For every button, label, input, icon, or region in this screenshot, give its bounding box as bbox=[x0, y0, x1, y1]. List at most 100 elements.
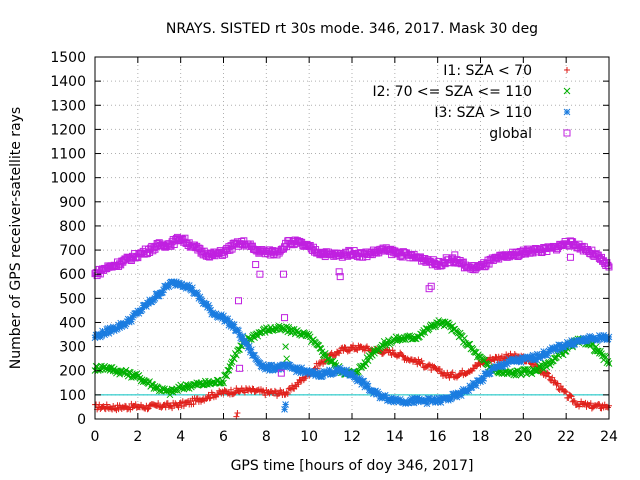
star-mark bbox=[239, 332, 247, 340]
data-point bbox=[540, 365, 548, 373]
data-point bbox=[410, 399, 418, 407]
star-mark bbox=[247, 346, 255, 354]
outlier-point bbox=[336, 273, 344, 281]
data-point bbox=[326, 366, 333, 374]
data-point bbox=[597, 333, 604, 341]
plus-mark bbox=[564, 67, 570, 73]
data-point bbox=[206, 304, 213, 312]
y-tick-label: 1500 bbox=[50, 50, 86, 66]
data-point bbox=[227, 360, 235, 367]
square-mark bbox=[277, 369, 285, 377]
data-point bbox=[336, 350, 343, 357]
data-points bbox=[91, 233, 613, 420]
y-tick-label: 400 bbox=[59, 315, 86, 331]
star-mark bbox=[107, 328, 115, 336]
star-mark bbox=[374, 388, 382, 396]
star-mark bbox=[270, 365, 278, 373]
data-point bbox=[543, 369, 550, 376]
star-mark bbox=[116, 324, 123, 331]
data-point bbox=[419, 360, 426, 367]
data-point bbox=[335, 366, 343, 374]
cross-mark bbox=[104, 366, 112, 374]
outlier-point bbox=[427, 282, 435, 290]
data-point bbox=[415, 356, 422, 363]
data-point bbox=[196, 293, 204, 301]
star-mark bbox=[451, 393, 459, 400]
cross-mark bbox=[536, 362, 543, 370]
star-mark bbox=[495, 361, 503, 369]
y-tick-label: 900 bbox=[59, 195, 86, 211]
outlier-point bbox=[425, 285, 433, 293]
star-mark bbox=[486, 370, 494, 377]
data-point bbox=[106, 324, 114, 332]
cross-mark bbox=[359, 362, 367, 370]
plus-mark bbox=[96, 401, 103, 408]
data-point bbox=[194, 290, 202, 298]
cross-mark bbox=[364, 357, 372, 364]
plus-mark bbox=[206, 395, 213, 402]
data-point bbox=[227, 386, 234, 393]
data-point bbox=[110, 327, 118, 334]
data-point bbox=[450, 390, 458, 398]
data-point bbox=[181, 234, 189, 242]
data-point bbox=[350, 342, 357, 349]
data-point bbox=[165, 387, 173, 395]
data-point bbox=[423, 400, 431, 408]
legend-marker-2 bbox=[563, 87, 571, 95]
star-mark bbox=[118, 323, 126, 331]
star-mark bbox=[236, 331, 243, 339]
data-point bbox=[207, 394, 214, 401]
star-mark bbox=[151, 295, 159, 302]
y-tick-label: 1000 bbox=[50, 171, 86, 187]
cross-mark bbox=[521, 365, 528, 373]
data-point bbox=[155, 400, 162, 407]
data-point bbox=[243, 339, 251, 347]
data-point bbox=[418, 331, 425, 338]
data-point bbox=[353, 346, 360, 353]
star-mark bbox=[227, 323, 235, 330]
plus-mark bbox=[283, 389, 290, 396]
square-mark bbox=[604, 261, 612, 269]
data-point bbox=[116, 324, 123, 331]
data-point bbox=[339, 366, 346, 374]
data-point bbox=[359, 362, 367, 370]
data-point bbox=[173, 278, 180, 286]
data-point bbox=[477, 378, 484, 386]
star-mark bbox=[448, 394, 455, 402]
cross-mark bbox=[432, 323, 439, 331]
data-point bbox=[436, 395, 444, 403]
plus-mark bbox=[389, 347, 396, 354]
data-point bbox=[145, 299, 152, 307]
star-mark bbox=[300, 367, 308, 375]
legend-label-2: I2: 70 <= SZA <= 110 bbox=[372, 84, 532, 100]
star-mark bbox=[129, 313, 136, 321]
y-tick-label: 800 bbox=[59, 219, 86, 235]
star-mark bbox=[540, 348, 548, 355]
data-point bbox=[145, 405, 152, 412]
data-point bbox=[162, 404, 169, 411]
data-point bbox=[138, 306, 146, 313]
star-mark bbox=[245, 342, 253, 350]
star-mark bbox=[563, 108, 571, 116]
cross-mark bbox=[122, 366, 130, 374]
data-point bbox=[295, 381, 302, 388]
cross-mark bbox=[461, 335, 468, 342]
data-point bbox=[454, 329, 462, 337]
data-point bbox=[348, 368, 356, 376]
data-point bbox=[261, 365, 269, 373]
data-point bbox=[456, 329, 464, 337]
data-point bbox=[486, 370, 494, 377]
star-mark bbox=[182, 285, 190, 292]
star-mark bbox=[306, 370, 314, 378]
star-mark bbox=[272, 366, 280, 374]
star-mark bbox=[122, 320, 130, 328]
data-point bbox=[283, 323, 291, 331]
plus-mark bbox=[553, 381, 560, 388]
star-mark bbox=[325, 368, 332, 376]
star-mark bbox=[390, 398, 398, 406]
plus-mark bbox=[155, 400, 162, 407]
data-point bbox=[220, 379, 227, 387]
data-point bbox=[284, 390, 291, 397]
data-point bbox=[362, 360, 370, 368]
x-tick-label: 14 bbox=[386, 429, 404, 445]
